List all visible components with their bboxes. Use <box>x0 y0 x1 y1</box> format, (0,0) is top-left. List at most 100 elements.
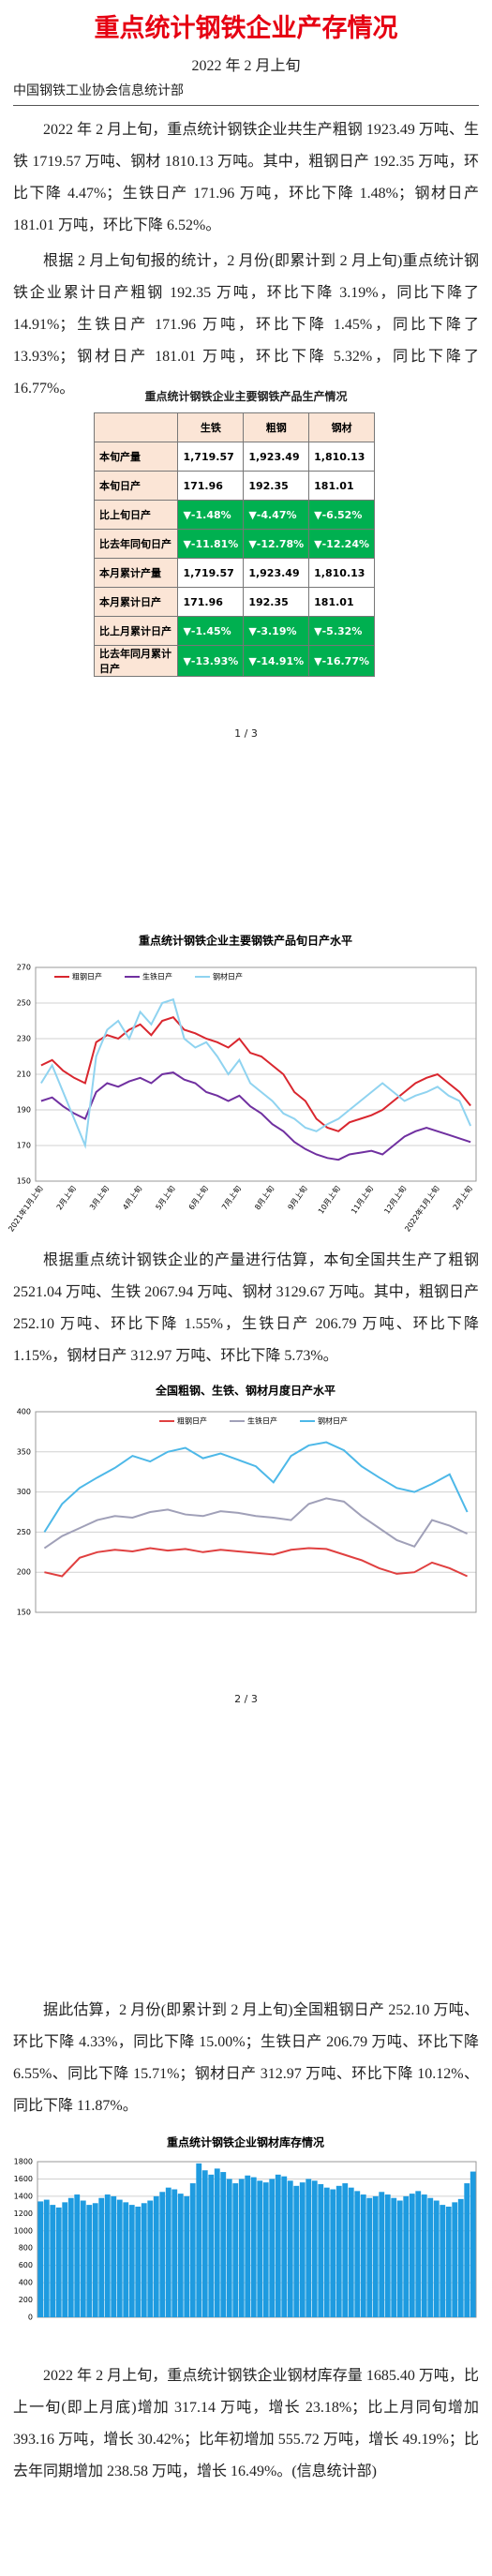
table-cell: ▼-12.78% <box>243 529 310 559</box>
chart-title: 重点统计钢铁企业钢材库存情况 <box>167 2135 324 2149</box>
table-cell: 1,923.49 <box>243 558 310 588</box>
y-tick-label: 350 <box>17 1447 31 1456</box>
bar <box>360 2194 366 2317</box>
bar <box>104 2194 111 2317</box>
bar <box>245 2175 251 2317</box>
paragraph: 2022 年 2 月上旬，重点统计钢铁企业钢材库存量 1685.40 万吨，比上… <box>13 2368 479 2479</box>
bar <box>128 2205 135 2317</box>
x-tick-label: 8月上旬 <box>252 1184 276 1212</box>
series-line <box>40 997 472 1149</box>
doc-org: 中国钢铁工业协会信息统计部 <box>13 81 479 106</box>
bar <box>403 2195 410 2317</box>
bar <box>226 2179 232 2317</box>
bar <box>348 2187 354 2317</box>
table-cell: ▼-5.32% <box>308 616 375 646</box>
x-tick-label: 4月上旬 <box>120 1184 143 1212</box>
legend-label: 生铁日产 <box>247 1416 277 1426</box>
y-tick-label: 1800 <box>14 2158 33 2166</box>
y-tick-label: 230 <box>17 1035 31 1043</box>
table-cell: ▼-11.81% <box>177 529 245 559</box>
table-cell: 比上旬日产 <box>93 500 179 530</box>
table-title: 重点统计钢铁企业主要钢铁产品生产情况 <box>144 390 348 403</box>
bar <box>409 2194 415 2317</box>
bar <box>293 2185 300 2317</box>
x-tick-label: 2月上旬 <box>451 1184 474 1212</box>
bar <box>159 2192 166 2317</box>
y-tick-label: 170 <box>17 1142 31 1150</box>
bar <box>98 2197 105 2317</box>
chart: 全国粗钢、生铁、钢材月度日产水平 150 200 250 300 350 400 粗钢日产 生铁… <box>17 1384 477 1617</box>
table-cell: 本月累计日产 <box>93 587 179 617</box>
table-cell: 钢材 <box>308 412 375 442</box>
y-tick-label: 200 <box>17 1568 31 1577</box>
bar <box>37 2201 44 2317</box>
bar <box>232 2183 239 2317</box>
bar <box>391 2197 397 2317</box>
bar <box>342 2183 349 2317</box>
table-cell: 192.35 <box>243 587 310 617</box>
bar <box>147 2200 154 2317</box>
bar <box>135 2206 142 2317</box>
bar <box>189 2183 196 2317</box>
bar <box>379 2192 385 2317</box>
bar <box>165 2187 171 2317</box>
table-cell: 1,923.49 <box>243 442 310 472</box>
bar <box>440 2205 446 2317</box>
page-number: 1 / 3 <box>234 727 258 740</box>
bar <box>372 2195 379 2317</box>
y-tick-label: 400 <box>17 1408 31 1416</box>
doc-date: 2022 年 2 月上旬 <box>191 58 301 74</box>
table-cell: 本旬产量 <box>93 442 179 472</box>
y-tick-label: 1400 <box>14 2192 33 2200</box>
bar <box>141 2203 147 2317</box>
table-cell: 171.96 <box>177 471 245 501</box>
table-cell: ▼-16.77% <box>308 645 375 677</box>
bar <box>208 2174 215 2317</box>
page-number: 2 / 3 <box>234 1693 258 1705</box>
bar <box>177 2194 184 2317</box>
table-cell: ▼-1.45% <box>177 616 245 646</box>
table-cell: ▼-1.48% <box>177 500 245 530</box>
y-tick-label: 800 <box>19 2244 33 2253</box>
bar <box>470 2171 476 2317</box>
table-cell: 1,719.57 <box>177 558 245 588</box>
bar <box>318 2183 324 2317</box>
bar <box>457 2198 464 2317</box>
table-row: 比上旬日产 ▼-1.48% ▼-4.47% ▼-6.52% <box>93 500 375 530</box>
table-cell: 比去年同旬日产 <box>93 529 179 559</box>
bar <box>238 2179 245 2317</box>
bar <box>366 2197 373 2317</box>
legend-label: 生铁日产 <box>142 972 172 981</box>
x-tick-label: 2022年1月上旬 <box>402 1184 440 1234</box>
y-tick-label: 1200 <box>14 2209 33 2218</box>
table-cell: 181.01 <box>308 587 375 617</box>
bar <box>396 2200 403 2317</box>
legend-label: 钢材日产 <box>318 1416 348 1426</box>
table-cell: 本旬日产 <box>93 471 179 501</box>
bar <box>281 2176 288 2317</box>
paragraph: 2022 年 2 月上旬，重点统计钢铁企业共生产粗钢 1923.49 万吨、生铁… <box>13 122 479 233</box>
bar <box>67 2197 74 2317</box>
bar <box>62 2202 68 2317</box>
table-row: 比上月累计日产 ▼-1.45% ▼-3.19% ▼-5.32% <box>93 616 375 646</box>
bar <box>311 2180 318 2317</box>
legend-label: 粗钢日产 <box>72 972 102 981</box>
table-cell: 粗钢 <box>243 412 310 442</box>
x-tick-label: 2021年1月上旬 <box>6 1184 44 1234</box>
table-row: 本旬产量 1,719.57 1,923.49 1,810.13 <box>93 442 375 472</box>
plot-border <box>35 1411 477 1613</box>
bar <box>196 2163 202 2317</box>
paragraph: 根据 2 月上旬旬报的统计，2 月份(即累计到 2 月上旬)重点统计钢铁企业累计… <box>13 253 479 397</box>
bar <box>43 2199 50 2317</box>
x-tick-label: 3月上旬 <box>87 1184 111 1212</box>
doc-title: 重点统计钢铁企业产存情况 <box>94 14 398 43</box>
bar <box>421 2194 427 2317</box>
legend-label: 粗钢日产 <box>177 1416 207 1426</box>
plot-border <box>35 966 477 1182</box>
table-cell: 1,810.13 <box>308 442 375 472</box>
bar <box>153 2195 159 2317</box>
series-line <box>43 1441 469 1533</box>
table-row: 本月累计日产 171.96 192.35 181.01 <box>93 587 375 617</box>
y-tick-label: 190 <box>17 1106 31 1115</box>
